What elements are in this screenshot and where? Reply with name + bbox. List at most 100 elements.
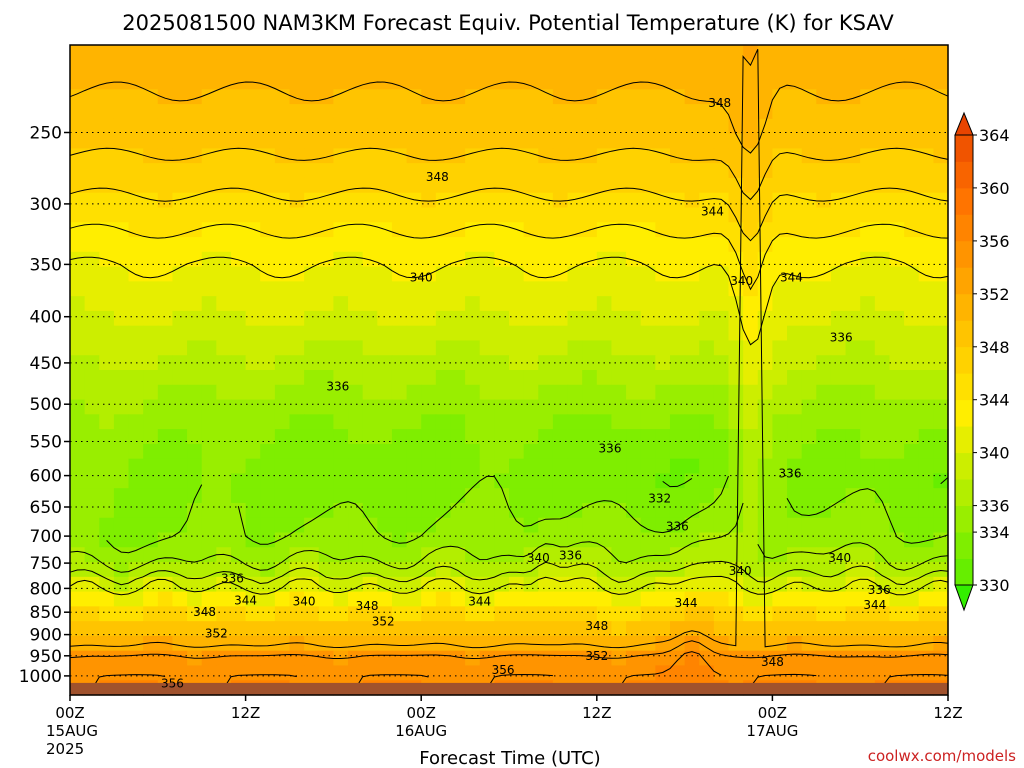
y-tick-label: 250 <box>30 124 62 144</box>
field-cell <box>406 635 422 652</box>
field-cell <box>421 443 437 460</box>
field-cell <box>260 458 276 475</box>
field-cell <box>99 163 115 179</box>
field-cell <box>845 473 861 489</box>
field-cell <box>845 89 861 105</box>
field-cell <box>406 163 422 179</box>
field-cell <box>655 45 671 61</box>
field-cell <box>230 635 247 652</box>
field-cell <box>889 399 905 415</box>
field-cell <box>435 74 452 90</box>
field-cell <box>655 251 671 268</box>
field-cell <box>450 591 466 607</box>
field-cell <box>845 635 861 652</box>
field-cell <box>669 207 686 223</box>
field-cell <box>889 502 905 519</box>
field-cell <box>216 635 232 652</box>
contour-label: 352 <box>372 614 395 628</box>
field-cell <box>406 562 422 578</box>
field-cell <box>333 488 349 504</box>
field-cell <box>889 104 905 120</box>
field-cell <box>494 118 510 135</box>
field-cell <box>377 547 393 563</box>
field-cell <box>304 414 320 430</box>
field-cell <box>538 370 554 386</box>
field-cell <box>728 562 744 578</box>
field-cell <box>509 443 525 460</box>
field-cell <box>216 399 232 415</box>
field-cell <box>933 89 949 105</box>
field-cell <box>596 488 613 504</box>
field-cell <box>816 429 832 445</box>
field-cell <box>377 104 393 120</box>
field-cell <box>787 591 803 607</box>
field-cell <box>230 104 247 120</box>
field-cell <box>216 266 232 282</box>
field-cell <box>216 562 232 578</box>
field-cell <box>904 532 920 548</box>
field-cell <box>552 237 569 253</box>
field-cell <box>830 488 847 504</box>
field-cell <box>845 237 861 253</box>
field-cell <box>552 177 569 194</box>
field-cell <box>713 325 730 342</box>
field-cell <box>918 59 934 76</box>
field-cell <box>450 532 466 548</box>
field-cell <box>245 458 261 475</box>
field-cell <box>113 399 130 415</box>
field-cell <box>362 89 378 105</box>
field-cell <box>318 89 334 105</box>
field-cell <box>187 547 203 563</box>
field-cell <box>260 650 276 667</box>
field-cell <box>860 325 876 342</box>
field-cell <box>830 251 847 268</box>
field-cell <box>801 177 817 194</box>
field-cell <box>523 502 539 519</box>
field-cell <box>318 621 334 637</box>
field-cell <box>187 635 203 652</box>
field-cell <box>143 429 159 445</box>
field-cell <box>669 340 686 356</box>
field-cell <box>626 192 642 209</box>
field-cell <box>230 281 247 297</box>
field-cell <box>640 104 656 120</box>
field-cell <box>904 576 920 593</box>
field-cell <box>860 488 876 504</box>
field-cell <box>567 89 583 105</box>
field-cell <box>830 207 847 223</box>
field-cell <box>523 74 539 90</box>
field-cell <box>494 281 510 297</box>
field-cell <box>596 399 613 415</box>
field-cell <box>289 89 305 105</box>
field-cell <box>84 532 100 548</box>
field-cell <box>333 89 349 105</box>
field-cell <box>230 192 247 209</box>
field-cell <box>435 562 452 578</box>
field-cell <box>743 458 759 475</box>
field-cell <box>230 532 247 548</box>
field-cell <box>626 310 642 327</box>
field-cell <box>772 488 788 504</box>
field-cell <box>421 325 437 342</box>
field-cell <box>230 399 247 415</box>
field-cell <box>421 429 437 445</box>
field-cell <box>333 665 349 681</box>
field-cell <box>260 576 276 593</box>
field-cell <box>538 118 554 135</box>
field-cell <box>757 296 773 312</box>
field-cell <box>728 74 744 90</box>
field-cell <box>787 325 803 342</box>
field-cell <box>113 473 130 489</box>
field-cell <box>801 414 817 430</box>
field-cell <box>684 325 700 342</box>
colorbar-swatch <box>955 187 973 215</box>
field-cell <box>889 163 905 179</box>
field-cell <box>70 89 86 105</box>
field-cell <box>669 665 686 681</box>
field-cell <box>157 325 174 342</box>
field-cell <box>699 163 715 179</box>
field-cell <box>70 429 86 445</box>
colorbar-label: 340 <box>979 444 1010 463</box>
field-cell <box>143 59 159 76</box>
